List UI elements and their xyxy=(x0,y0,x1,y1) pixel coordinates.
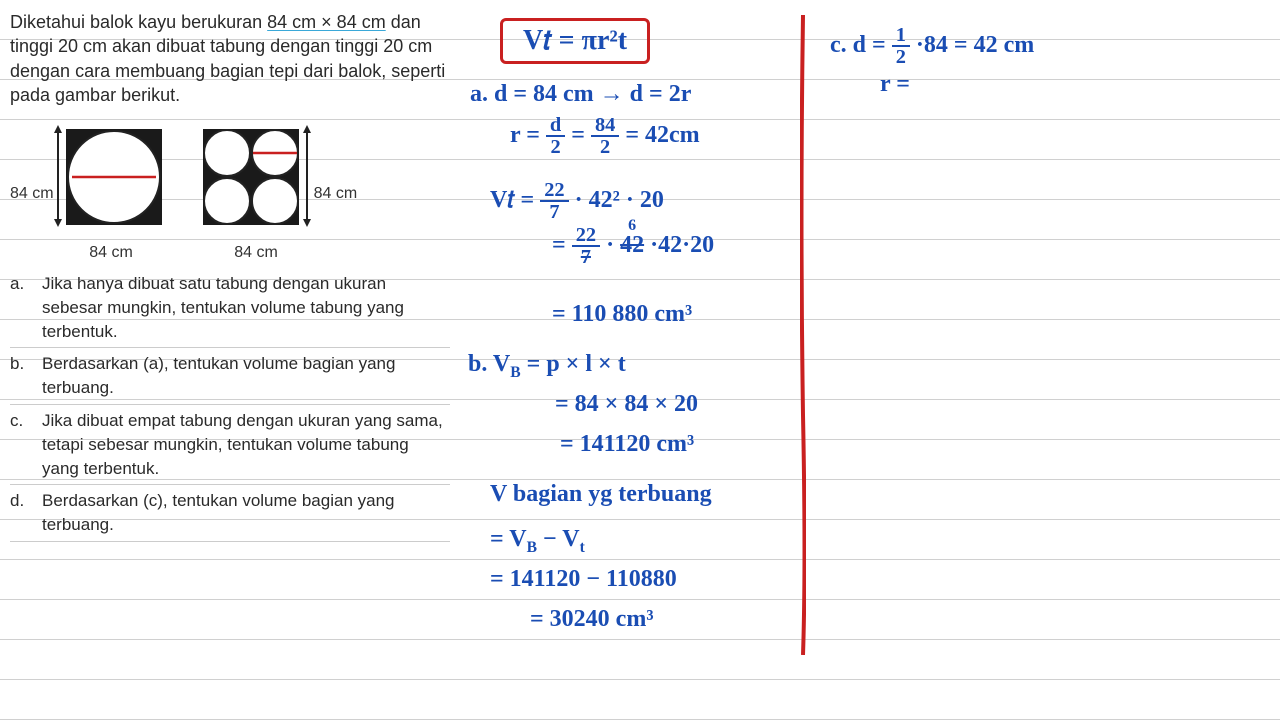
work-b-l5: = VB − Vt xyxy=(490,525,585,558)
intro-highlight: 84 cm × 84 cm xyxy=(267,12,386,32)
work-a-l2: r = d2 = 842 = 42cm xyxy=(510,115,700,158)
red-divider xyxy=(800,15,806,655)
work-a-l3: V𝑡 = 227 · 42² · 20 xyxy=(490,180,664,223)
work-b-l3: = 141120 cm³ xyxy=(560,430,694,459)
work-b-l4: V bagian yg terbuang xyxy=(490,480,712,509)
problem-statement: Diketahui balok kayu berukuran 84 cm × 8… xyxy=(10,10,450,113)
formula-box: V𝑡 = πr²t xyxy=(500,18,650,64)
work-c-l1: c. d = 12 ·84 = 42 cm xyxy=(830,25,1034,68)
question-a: a. Jika hanya dibuat satu tabung dengan … xyxy=(10,268,450,348)
question-d: d. Berdasarkan (c), tentukan volume bagi… xyxy=(10,485,450,542)
intro-text-1: Diketahui balok kayu berukuran xyxy=(10,12,267,32)
side-label-2: 84 cm xyxy=(314,185,358,203)
work-a-l4: = 227 · 42 6 ·42·20 xyxy=(552,225,714,268)
side-label-1: 84 cm xyxy=(10,185,54,203)
bottom-label-1: 84 cm xyxy=(89,244,133,262)
work-b-l1: b. VB = p × l × t xyxy=(468,350,626,383)
work-c-l2: r = xyxy=(880,70,910,99)
question-b: b. Berdasarkan (a), tentukan volume bagi… xyxy=(10,348,450,405)
diagram-one-circle xyxy=(54,125,169,240)
work-b-l7: = 30240 cm³ xyxy=(530,605,654,634)
work-b-l2: = 84 × 84 × 20 xyxy=(555,390,698,419)
bottom-label-2: 84 cm xyxy=(234,244,278,262)
work-a-l5: = 110 880 cm³ xyxy=(552,300,692,329)
diagram-four-circles xyxy=(199,125,314,240)
question-list: a. Jika hanya dibuat satu tabung dengan … xyxy=(10,268,450,542)
diagrams: 84 cm 84 cm xyxy=(10,125,357,262)
work-b-l6: = 141120 − 110880 xyxy=(490,565,677,594)
problem-intro: Diketahui balok kayu berukuran 84 cm × 8… xyxy=(10,10,450,107)
question-c: c. Jika dibuat empat tabung dengan ukura… xyxy=(10,405,450,485)
work-a-l1: a. d = 84 cm → d = 2r xyxy=(470,80,691,109)
